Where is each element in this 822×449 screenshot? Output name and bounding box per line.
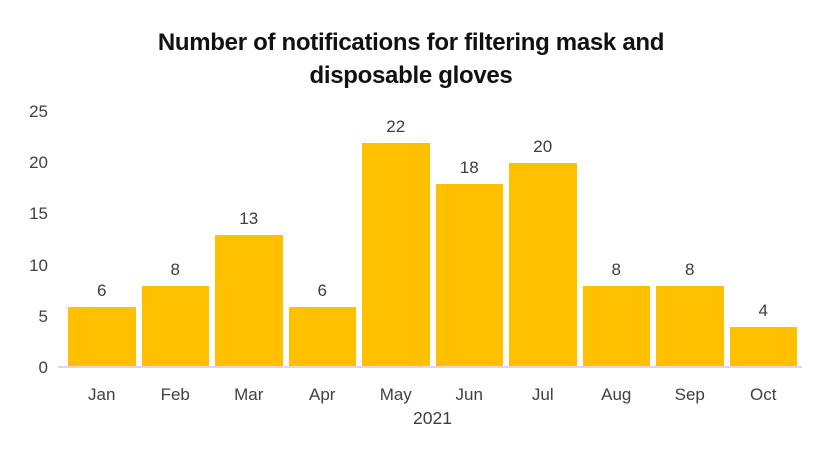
bar-aug	[582, 286, 650, 368]
bar-slot-mar: 13	[212, 112, 286, 368]
bar-slot-jun: 18	[433, 112, 507, 368]
chart-title-line-1: Number of notifications for filtering ma…	[157, 29, 665, 56]
bar-slot-oct: 4	[727, 112, 801, 368]
bar-slot-sep: 8	[653, 112, 727, 368]
bar-jul	[509, 163, 577, 368]
chart-title: Number of notifications for filtering ma…	[0, 26, 822, 92]
chart-title-line-2: disposable gloves	[309, 62, 513, 89]
bar-slot-apr: 6	[286, 112, 360, 368]
bar-slot-may: 22	[359, 112, 433, 368]
x-axis-labels: Jan Feb Mar Apr May Jun Jul Aug Sep Oct	[65, 385, 800, 405]
bar-value-label-aug: 8	[611, 260, 621, 280]
x-tick-label-jun: Jun	[455, 385, 483, 404]
bar-jan	[68, 306, 136, 368]
x-tick-label-mar: Mar	[234, 385, 264, 404]
bar-slot-feb: 8	[139, 112, 213, 368]
bar-value-label-sep: 8	[685, 260, 695, 280]
bar-sep	[656, 286, 724, 368]
bar-value-label-mar: 13	[239, 208, 259, 228]
bar-slot-jul: 20	[506, 112, 580, 368]
y-tick-label-5: 5	[38, 306, 48, 326]
bar-may	[362, 142, 430, 368]
x-tick-label-aug: Aug	[601, 385, 632, 404]
x-axis-line	[58, 366, 802, 368]
bar-value-label-jul: 20	[533, 137, 553, 157]
bar-value-label-may: 22	[386, 116, 406, 136]
bar-slot-aug: 8	[580, 112, 654, 368]
x-tick-label-may: May	[379, 385, 412, 404]
bar-value-label-apr: 6	[317, 280, 327, 300]
bar-apr	[288, 306, 356, 368]
x-tick-label-jan: Jan	[88, 385, 116, 404]
y-tick-label-15: 15	[29, 204, 48, 224]
bar-oct	[729, 327, 797, 368]
bar-feb	[141, 286, 209, 368]
bar-value-label-jun: 18	[459, 157, 479, 177]
x-tick-label-jul: Jul	[531, 385, 554, 404]
y-tick-label-25: 25	[29, 102, 48, 121]
y-tick-label-20: 20	[29, 153, 48, 173]
y-tick-label-10: 10	[29, 255, 48, 275]
y-tick-label-0: 0	[38, 358, 48, 377]
bar-slot-jan: 6	[65, 112, 139, 368]
x-tick-label-feb: Feb	[160, 385, 190, 404]
plot-area: 6 8 13 6 22 18 20 8 8 4	[65, 112, 800, 368]
x-tick-label-oct: Oct	[750, 385, 777, 404]
bar-value-label-oct: 4	[758, 301, 768, 321]
bar-value-label-feb: 8	[170, 260, 180, 280]
y-axis: 0 5 10 15 20 25	[0, 102, 48, 377]
bar-value-label-jan: 6	[97, 280, 107, 300]
x-tick-label-sep: Sep	[674, 385, 705, 404]
bar-mar	[215, 234, 283, 368]
bar-jun	[435, 183, 503, 368]
x-axis-year-label: 2021	[413, 408, 452, 428]
x-tick-label-apr: Apr	[309, 385, 336, 404]
